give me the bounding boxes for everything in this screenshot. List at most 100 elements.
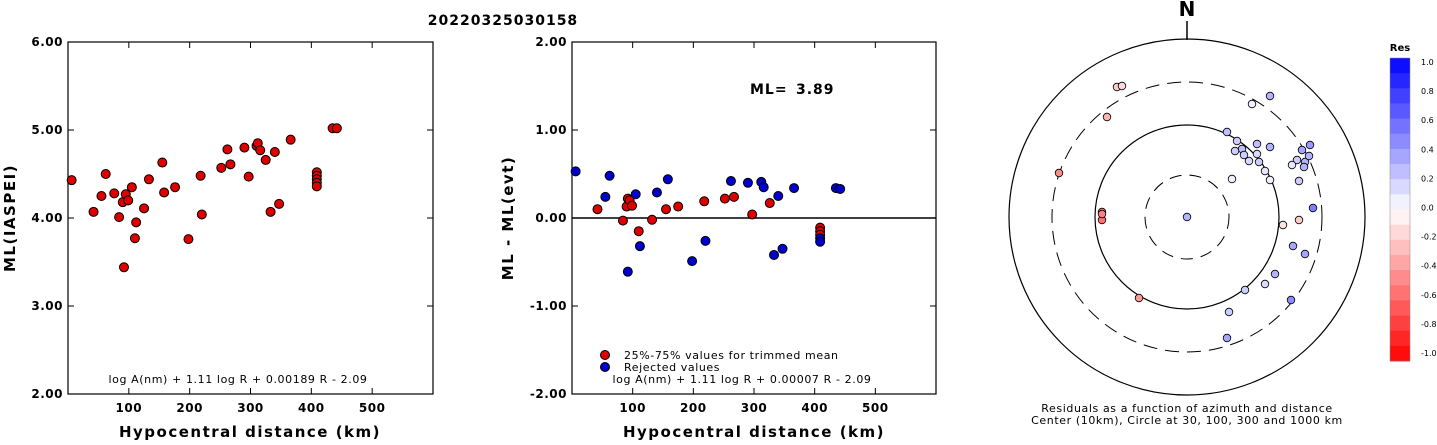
data-point [225,159,236,170]
legend-marker-rejected [600,362,610,372]
azimuth-point [1182,212,1192,222]
data-point [114,212,125,223]
data-point [661,204,672,215]
azimuth-point [1117,81,1127,91]
colorbar-label: -0.8 [1421,320,1437,329]
data-point [633,226,644,237]
ytick-label: 0.00 [535,211,567,225]
data-point [651,187,662,198]
data-point [269,147,280,157]
azimuth-point [1288,241,1298,251]
azimuth-point [1252,139,1262,149]
data-point [260,154,271,165]
azimuth-point [1239,150,1249,160]
north-label: N [1179,0,1196,21]
colorbar-step [1390,133,1410,150]
data-point [170,182,181,193]
colorbar-step [1390,254,1410,271]
colorbar-step [1390,164,1410,180]
colorbar-step [1390,224,1410,241]
colorbar-label: 0.2 [1421,174,1434,183]
azimuth-point [1308,203,1318,213]
data-point [88,206,99,217]
colorbar [1389,57,1411,362]
data-point [728,191,739,202]
plot2-ylabel: ML - ML(evt) [499,156,517,280]
azimuth-point [1244,156,1254,166]
legend-label-trimmed: 25%-75% values for trimmed mean [624,349,839,362]
azimuth-point [1102,112,1112,122]
colorbar-label: 0.4 [1421,145,1434,154]
ring-300km [1051,81,1323,353]
azimuth-point [1227,174,1237,184]
colorbar-frame [1389,57,1411,362]
colorbar-step [1390,345,1410,362]
data-point [600,191,611,202]
ml-iaspei-plot: ML(IASPEI) Hypocentral distance (km) log… [1,35,434,441]
data-point [239,142,250,153]
data-point [773,191,784,201]
azimuth-point [1054,168,1064,178]
colorbar-step [1390,209,1410,226]
data-point [758,182,769,193]
colorbar-label: 0.8 [1421,87,1434,96]
data-point [109,188,120,199]
data-point [123,195,134,206]
data-point [100,169,111,179]
data-point [789,183,800,194]
plot1-ticks: 100 200 300 400 500 2.00 3.00 4.00 5.00 6.00 [31,35,433,415]
xtick-label: 200 [176,401,203,415]
data-point [592,204,603,215]
colorbar-step [1390,58,1410,74]
ytick-label: 4.00 [31,211,63,225]
plot2-xlabel: Hypocentral distance (km) [623,423,885,441]
plot1-ylabel: ML(IASPEI) [1,164,19,272]
azimuth-point [1287,160,1297,170]
azimuth-point [1254,157,1264,167]
data-point [183,234,194,245]
azimuth-point [1294,215,1304,225]
xtick-label: 100 [619,401,646,415]
xtick-label: 300 [237,401,264,415]
data-point [196,209,207,220]
plot1-xlabel: Hypocentral distance (km) [119,423,381,441]
plot1-formula: log A(nm) + 1.11 log R + 0.00189 R - 2.0… [108,373,367,386]
data-point [570,166,581,177]
azimuth-point [1224,307,1234,317]
colorbar-step [1390,118,1410,135]
data-point [311,181,322,192]
colorbar-step [1390,239,1410,256]
data-point [769,249,780,260]
ring-100km [1094,124,1280,310]
xtick-label: 300 [741,401,768,415]
data-point [687,256,698,267]
xtick-label: 100 [116,401,143,415]
data-point [835,183,846,194]
data-point [764,198,775,209]
data-point [700,235,711,246]
azimuth-point [1240,285,1250,295]
data-point [742,177,753,188]
xtick-label: 400 [801,401,828,415]
colorbar-step [1390,179,1410,195]
azimuth-point [1134,293,1144,303]
ytick-label: 2.00 [31,387,63,401]
azimuth-residual-plot: N Residuals as a function of azimuth and… [1008,0,1437,427]
azimuth-point [1299,162,1309,172]
xtick-label: 500 [359,401,386,415]
legend-label-rejected: Rejected values [624,361,720,374]
colorbar-labels: 1.0 0.8 0.6 0.4 0.2 0.0 -0.2 -0.4 -0.6 -0.8 -1.0 [1421,58,1437,358]
colorbar-step [1390,103,1410,120]
plot2-legend: 25%-75% values for trimmed mean Rejected… [600,349,839,374]
data-point [255,145,266,156]
azimuth-point [1260,166,1270,176]
data-point [719,193,730,204]
ytick-label: 6.00 [31,35,63,49]
ytick-label: 2.00 [535,35,567,49]
data-point [673,201,684,212]
data-point [143,174,154,185]
azimuth-point [1304,151,1314,161]
ml-value: 3.89 [796,82,835,98]
plot2-points [570,166,846,277]
data-point [747,209,758,220]
